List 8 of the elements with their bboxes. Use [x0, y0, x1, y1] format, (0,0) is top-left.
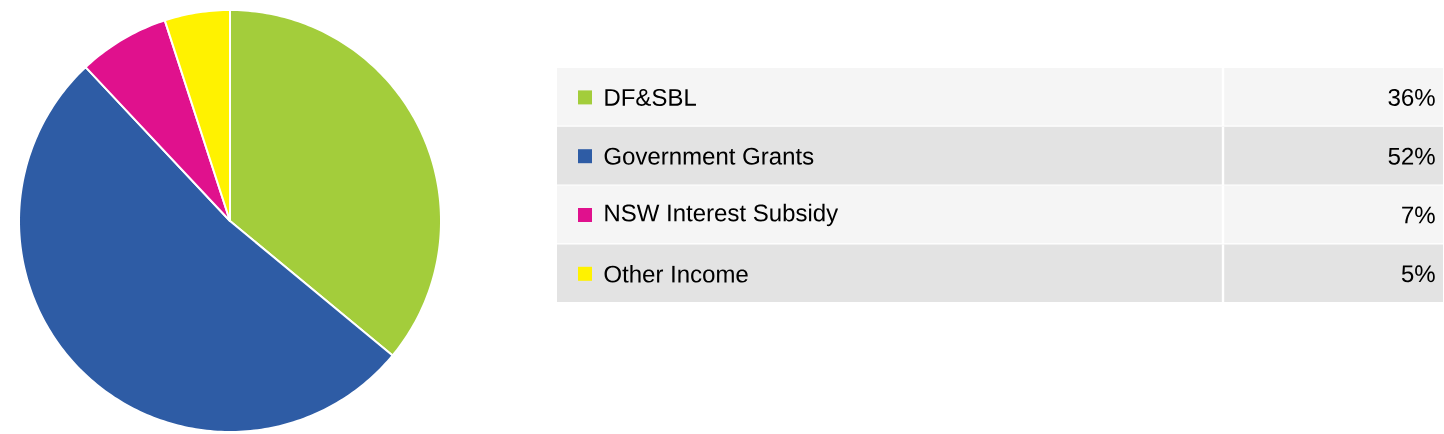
data-label: 52% [1388, 147, 1435, 165]
data-label: 7% [1402, 206, 1435, 224]
data-label: 36% [1388, 88, 1435, 106]
legend-label: Other Income [604, 265, 748, 283]
legend-label: NSW Interest Subsidy [605, 203, 839, 227]
data-label: 5% [1401, 265, 1435, 283]
legend-label: Government Grants [604, 147, 814, 165]
legend-label: DF&SBL [605, 88, 696, 106]
